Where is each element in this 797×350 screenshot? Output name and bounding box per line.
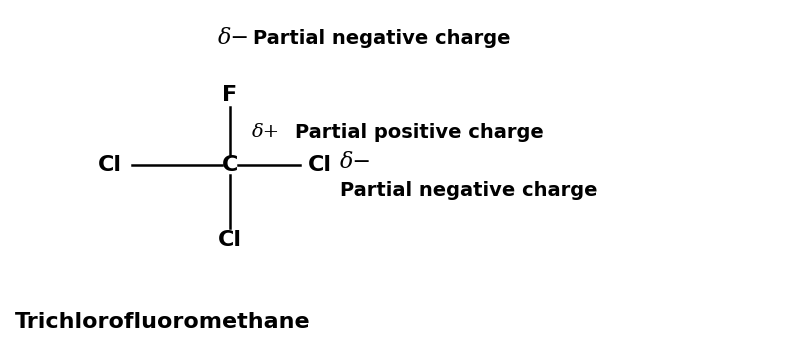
Text: Partial negative charge: Partial negative charge (340, 181, 598, 199)
Text: δ−: δ− (218, 27, 250, 49)
Text: Partial negative charge: Partial negative charge (253, 28, 511, 48)
Text: Cl: Cl (308, 155, 332, 175)
Text: δ+: δ+ (252, 123, 280, 141)
Text: Cl: Cl (218, 230, 242, 250)
Text: Partial positive charge: Partial positive charge (295, 122, 544, 141)
Text: C: C (222, 155, 238, 175)
Text: F: F (222, 85, 238, 105)
Text: δ−: δ− (340, 151, 372, 173)
Text: Cl: Cl (98, 155, 122, 175)
Text: Trichlorofluoromethane: Trichlorofluoromethane (15, 312, 311, 332)
